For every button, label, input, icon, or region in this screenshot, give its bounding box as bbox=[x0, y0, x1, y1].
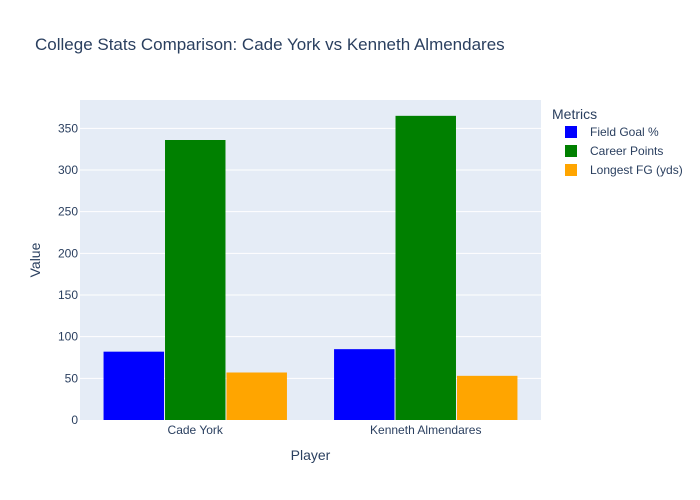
legend-label: Longest FG (yds) bbox=[590, 163, 683, 177]
bar-field-goal-0 bbox=[103, 351, 165, 420]
y-tick-label: 0 bbox=[71, 413, 78, 427]
bar-longest-fg-yds-1 bbox=[456, 375, 518, 420]
y-tick-label: 200 bbox=[58, 246, 78, 260]
legend-swatch bbox=[565, 126, 577, 138]
bar-career-points-1 bbox=[395, 115, 456, 420]
y-tick-label: 150 bbox=[58, 288, 78, 302]
legend-title: Metrics bbox=[552, 106, 597, 122]
bar-field-goal-1 bbox=[334, 349, 395, 420]
x-tick-labels: Cade York Kenneth Almendares bbox=[168, 423, 482, 437]
x-tick-label: Kenneth Almendares bbox=[370, 423, 481, 437]
legend: Metrics Field Goal % Career Points Longest… bbox=[552, 106, 683, 177]
legend-label: Field Goal % bbox=[590, 125, 659, 139]
legend-swatch bbox=[565, 164, 577, 176]
bar-career-points-0 bbox=[165, 140, 226, 420]
chart-title: College Stats Comparison: Cade York vs K… bbox=[35, 35, 505, 54]
y-tick-label: 250 bbox=[58, 205, 78, 219]
x-axis-title: Player bbox=[291, 447, 331, 463]
y-tick-label: 300 bbox=[58, 163, 78, 177]
bars bbox=[103, 115, 518, 420]
y-tick-labels: 0 50 100 150 200 250 300 350 bbox=[58, 121, 78, 427]
y-tick-label: 350 bbox=[58, 121, 78, 135]
x-tick-label: Cade York bbox=[168, 423, 224, 437]
y-tick-label: 50 bbox=[65, 371, 79, 385]
bar-longest-fg-yds-0 bbox=[226, 372, 287, 420]
legend-swatch bbox=[565, 145, 577, 157]
legend-label: Career Points bbox=[590, 144, 663, 158]
y-axis-title: Value bbox=[27, 242, 43, 277]
y-tick-label: 100 bbox=[58, 330, 78, 344]
